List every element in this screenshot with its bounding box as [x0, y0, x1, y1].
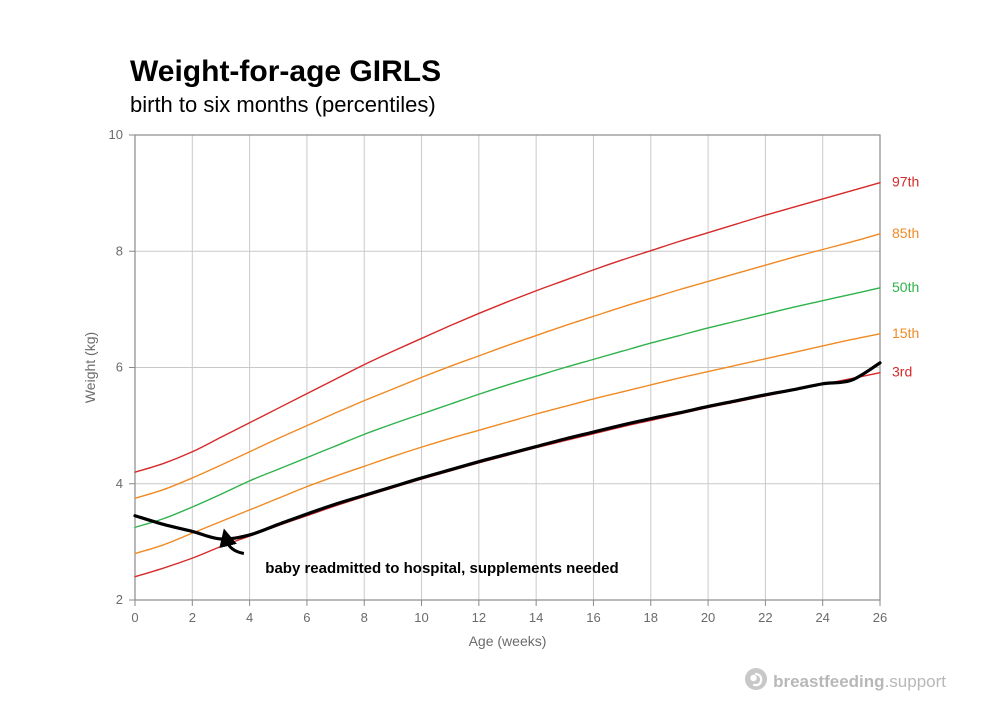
series-97th: [135, 183, 880, 472]
x-tick-label: 12: [472, 610, 486, 625]
series-label-3rd: 3rd: [892, 364, 912, 380]
series-85th: [135, 234, 880, 498]
y-tick-label: 6: [116, 360, 123, 375]
chart-title: Weight-for-age GIRLS: [130, 55, 441, 89]
y-tick-label: 8: [116, 243, 123, 258]
series-3rd: [135, 373, 880, 577]
page: Weight-for-age GIRLS birth to six months…: [0, 0, 1000, 707]
x-tick-label: 16: [586, 610, 600, 625]
x-tick-label: 22: [758, 610, 772, 625]
annotation-text: baby readmitted to hospital, supplements…: [265, 560, 618, 577]
x-tick-label: 18: [644, 610, 658, 625]
logo-text-bold: breastfeeding: [773, 672, 884, 692]
x-tick-label: 24: [815, 610, 829, 625]
x-tick-label: 26: [873, 610, 887, 625]
chart-subtitle: birth to six months (percentiles): [130, 92, 436, 118]
x-axis-label: Age (weeks): [469, 633, 547, 649]
series-label-15th: 15th: [892, 325, 919, 341]
series-15th: [135, 334, 880, 554]
logo-icon: [745, 668, 767, 695]
logo-text-light: .support: [885, 672, 946, 692]
x-tick-label: 4: [246, 610, 253, 625]
series-baby: [135, 363, 880, 539]
y-tick-label: 4: [116, 476, 123, 491]
x-tick-label: 10: [414, 610, 428, 625]
x-tick-label: 6: [303, 610, 310, 625]
logo: breastfeeding.support: [745, 668, 946, 695]
y-axis-label: Weight (kg): [82, 332, 98, 403]
series-label-85th: 85th: [892, 225, 919, 241]
series-label-50th: 50th: [892, 279, 919, 295]
series-50th: [135, 288, 880, 527]
annotation-arrow: [227, 540, 244, 553]
x-tick-label: 2: [189, 610, 196, 625]
y-tick-label: 2: [116, 592, 123, 607]
x-tick-label: 14: [529, 610, 543, 625]
growth-chart: 02468101214161820222426246810Age (weeks)…: [80, 125, 950, 655]
y-tick-label: 10: [109, 127, 123, 142]
x-tick-label: 8: [361, 610, 368, 625]
series-label-97th: 97th: [892, 174, 919, 190]
x-tick-label: 0: [131, 610, 138, 625]
x-tick-label: 20: [701, 610, 715, 625]
